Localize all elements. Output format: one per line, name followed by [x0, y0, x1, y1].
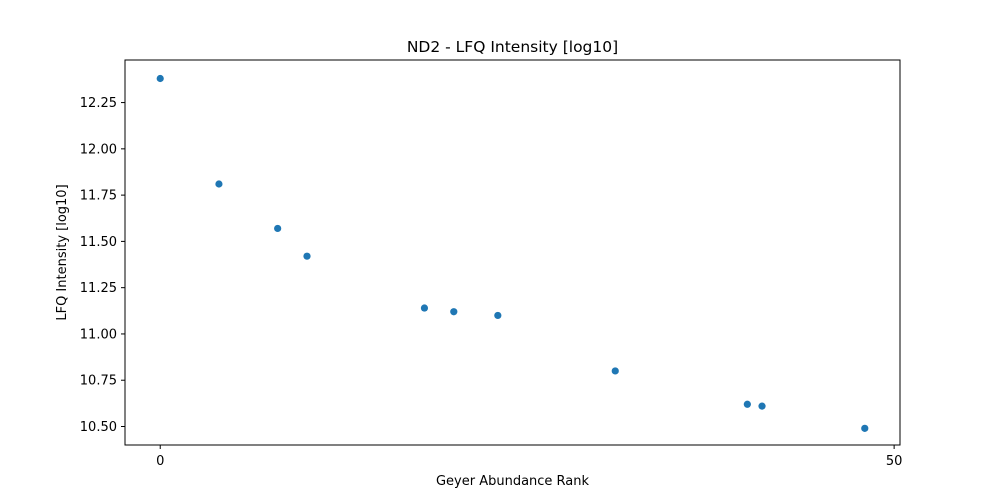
x-axis-title: Geyer Abundance Rank	[436, 474, 590, 489]
data-point	[758, 402, 766, 410]
data-point	[274, 224, 282, 233]
y-tick-label: 10.50	[80, 420, 117, 435]
data-point	[494, 311, 502, 320]
y-tick-label: 12.00	[80, 142, 117, 157]
data-point	[743, 400, 751, 408]
y-tick-label: 12.25	[80, 96, 117, 111]
data-point	[215, 180, 223, 188]
x-tick-label: 50	[886, 454, 903, 469]
y-tick-label: 10.75	[80, 374, 117, 389]
plot-area	[124, 59, 901, 446]
data-point	[420, 304, 429, 312]
data-point	[450, 308, 458, 316]
x-axis: 0 50	[156, 445, 902, 469]
y-tick-label: 11.00	[80, 327, 117, 342]
data-point	[611, 367, 619, 375]
y-tick-label: 11.50	[80, 235, 117, 250]
y-tick-label: 11.75	[80, 189, 117, 204]
x-tick-label: 0	[156, 454, 164, 469]
data-point	[156, 74, 164, 83]
data-point	[303, 252, 311, 260]
data-point	[861, 424, 869, 432]
data-points	[156, 74, 869, 432]
y-axis-title: LFQ Intensity [log10]	[55, 184, 70, 320]
y-axis: 10.50 10.75 11.00 11.25 11.50 11.75 12.00 12.25	[80, 96, 125, 435]
chart-title: ND2 - LFQ Intensity [log10]	[407, 38, 618, 56]
y-tick-label: 11.25	[80, 281, 117, 296]
